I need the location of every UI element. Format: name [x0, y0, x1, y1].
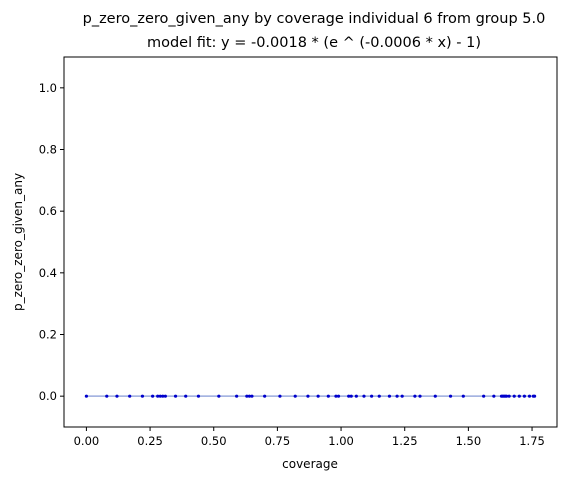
- data-point: [334, 394, 338, 398]
- x-tick-label: 0.00: [74, 434, 100, 448]
- x-tick-label: 1.50: [456, 434, 482, 448]
- data-point: [522, 394, 527, 398]
- data-point: [163, 394, 167, 398]
- data-point: [482, 394, 486, 398]
- data-point: [156, 394, 160, 398]
- data-point: [433, 394, 437, 398]
- data-point: [418, 394, 422, 398]
- plot-area: [84, 394, 537, 398]
- data-point: [461, 394, 465, 398]
- data-point: [377, 394, 381, 398]
- data-point: [250, 394, 254, 398]
- x-tick-label: 1.25: [392, 434, 418, 448]
- data-point: [362, 394, 366, 398]
- data-point: [316, 394, 320, 398]
- data-point: [105, 394, 109, 398]
- data-point: [173, 394, 178, 398]
- x-tick-label: 1.00: [328, 434, 354, 448]
- x-axis-label: coverage: [282, 457, 338, 471]
- y-tick-label: 0.2: [39, 328, 57, 342]
- data-point: [448, 394, 453, 398]
- data-point: [504, 394, 509, 398]
- data-point: [395, 394, 399, 398]
- data-point: [278, 394, 282, 398]
- y-tick-label: 0.8: [39, 143, 57, 157]
- data-point: [326, 394, 330, 398]
- y-tick-label: 1.0: [39, 81, 57, 95]
- data-point: [196, 394, 201, 398]
- data-point: [151, 394, 155, 398]
- data-point: [370, 394, 374, 398]
- data-point: [245, 394, 249, 398]
- y-tick-label: 0.4: [39, 266, 57, 280]
- data-point: [413, 394, 417, 398]
- data-point: [400, 394, 404, 398]
- data-point: [217, 394, 221, 398]
- data-point: [263, 394, 267, 398]
- data-point: [115, 394, 119, 398]
- data-point: [293, 394, 297, 398]
- data-point: [347, 394, 351, 398]
- data-point: [336, 394, 341, 398]
- x-tick-label: 0.25: [137, 434, 163, 448]
- data-point: [306, 394, 310, 398]
- data-point: [247, 394, 251, 398]
- axes-frame: [63, 56, 558, 428]
- x-tick-label: 1.75: [519, 434, 545, 448]
- y-tick-label: 0.0: [39, 389, 57, 403]
- data-point: [387, 394, 392, 398]
- chart-title: p_zero_zero_given_any by coverage indivi…: [83, 11, 546, 27]
- x-tick-label: 0.75: [265, 434, 291, 448]
- data-point: [492, 394, 496, 398]
- data-point: [349, 394, 353, 398]
- data-point: [140, 394, 145, 398]
- data-point: [354, 394, 358, 398]
- chart-subtitle: model fit: y = -0.0018 * (e ^ (-0.0006 *…: [147, 35, 481, 51]
- data-point: [527, 394, 532, 398]
- data-point: [184, 394, 188, 398]
- data-point: [517, 394, 521, 398]
- data-point: [507, 394, 511, 398]
- data-point: [161, 394, 165, 398]
- data-point: [158, 394, 162, 398]
- x-tick-label: 0.50: [201, 434, 227, 448]
- data-point: [84, 394, 89, 398]
- data-point: [512, 394, 516, 398]
- y-axis-label: p_zero_zero_given_any: [11, 173, 25, 311]
- data-point: [128, 394, 132, 398]
- y-tick-label: 0.6: [39, 204, 57, 218]
- data-point: [532, 394, 537, 398]
- data-point: [235, 394, 239, 398]
